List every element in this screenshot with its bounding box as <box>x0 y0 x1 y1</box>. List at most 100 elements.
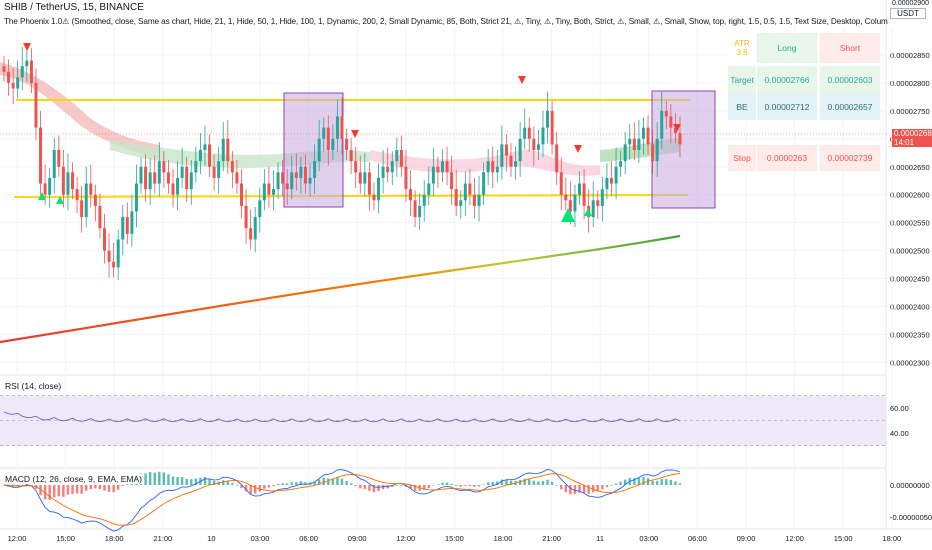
candle-body <box>409 189 413 201</box>
candle-body <box>294 172 298 178</box>
candle-body <box>486 161 490 173</box>
candle-body <box>390 161 394 173</box>
macd-histogram-bar <box>98 485 102 490</box>
candle-body <box>399 149 403 167</box>
candle-body <box>546 110 550 128</box>
macd-histogram-bar <box>601 485 604 490</box>
macd-histogram-bar <box>212 481 216 485</box>
candle-body <box>326 127 330 150</box>
be-short: 0.00002657 <box>820 94 880 120</box>
macd-histogram-bar <box>85 485 88 491</box>
macd-tick-label: -0.00000050 <box>890 513 932 522</box>
macd-histogram-bar <box>614 483 618 485</box>
macd-histogram-bar <box>377 485 380 492</box>
rsi-label[interactable]: RSI (14, close) <box>3 381 64 391</box>
time-tick-label: 15:00 <box>56 534 75 543</box>
time-tick-label: 18:00 <box>494 534 513 543</box>
candle-body <box>619 161 623 167</box>
macd-histogram-bar <box>39 485 42 496</box>
candle-body <box>673 127 677 134</box>
macd-histogram-bar <box>395 484 399 486</box>
time-tick-label: 11 <box>596 534 604 543</box>
candle-body <box>130 211 134 234</box>
candle-body <box>664 110 668 117</box>
candle-body <box>102 228 106 251</box>
macd-histogram-bar <box>623 479 627 485</box>
candle-body <box>582 183 586 206</box>
time-tick-label: 09:00 <box>348 534 367 543</box>
macd-histogram-bar <box>126 484 129 485</box>
candle-body <box>317 138 321 162</box>
rsi-tick-label: 40.00 <box>890 429 909 438</box>
macd-histogram-bar <box>454 485 458 486</box>
macd-histogram-bar <box>121 485 124 486</box>
candle-body <box>203 144 207 150</box>
buy-signal-marker <box>584 208 592 216</box>
candle-body <box>431 166 435 184</box>
candle-body <box>413 200 417 218</box>
current-price-tag: 0.00002685 14:01 <box>892 129 932 147</box>
macd-histogram-bar <box>103 485 106 491</box>
macd-histogram-bar <box>43 485 47 500</box>
candle-body <box>605 177 609 190</box>
candle-body <box>171 183 175 195</box>
macd-histogram-bar <box>459 485 462 487</box>
price-tick-label: 0.00002600 <box>890 191 930 200</box>
candle-body <box>491 161 495 173</box>
macd-histogram-bar <box>144 473 147 485</box>
candle-body <box>454 189 458 206</box>
candle-body <box>180 166 184 178</box>
macd-histogram-bar <box>57 485 61 497</box>
candle-body <box>162 161 166 173</box>
macd-histogram-bar <box>674 481 677 485</box>
macd-histogram-bar <box>655 480 659 485</box>
candle-body <box>331 138 335 150</box>
macd-histogram-bar <box>427 485 430 489</box>
macd-histogram-bar <box>299 481 303 485</box>
macd-histogram-bar <box>578 485 581 493</box>
candle-body <box>322 127 326 139</box>
macd-histogram-bar <box>158 471 161 485</box>
macd-histogram-bar <box>171 476 175 485</box>
macd-histogram-bar <box>190 479 193 485</box>
indicator-settings-line[interactable]: The Phoenix 1.0⚠ (Smoothed, close, Same … <box>4 17 888 26</box>
candle-body <box>518 138 522 162</box>
macd-label[interactable]: MACD (12, 26, close, 9, EMA, EMA) <box>3 474 144 484</box>
sell-signal-marker <box>23 43 31 51</box>
candle-body <box>20 66 24 78</box>
candle-body <box>39 127 43 184</box>
stop-long: 0.0000263 <box>757 145 817 171</box>
candle-body <box>381 166 385 178</box>
candle-body <box>345 138 349 150</box>
candle-body <box>157 161 161 184</box>
candle-body <box>153 172 157 184</box>
macd-histogram-bar <box>194 478 198 485</box>
candle-body <box>43 183 47 195</box>
time-tick-label: 03:00 <box>251 534 270 543</box>
candle-body <box>80 200 84 218</box>
macd-histogram-bar <box>450 483 453 485</box>
macd-histogram-bar <box>222 480 225 485</box>
candle-body <box>313 161 317 178</box>
candle-body <box>536 144 540 150</box>
time-tick-label: 09:00 <box>737 534 756 543</box>
macd-histogram-bar <box>505 479 508 485</box>
currency-badge[interactable]: USDT <box>890 8 926 19</box>
candle-body <box>614 166 618 184</box>
macd-histogram-bar <box>445 482 449 485</box>
macd-histogram-bar <box>605 485 609 487</box>
time-tick-label: 21:00 <box>542 534 561 543</box>
macd-histogram-bar <box>468 485 472 487</box>
sell-signal-marker <box>351 130 359 138</box>
macd-histogram-bar <box>94 485 97 489</box>
buy-signal-marker <box>56 196 64 204</box>
candle-body <box>226 138 230 162</box>
candle-body <box>669 116 673 128</box>
candle-body <box>253 217 257 240</box>
macd-histogram-bar <box>637 477 641 485</box>
candle-body <box>445 161 449 173</box>
candle-body <box>504 144 508 156</box>
price-top-label: 0.00002900 <box>892 0 929 7</box>
macd-histogram-bar <box>596 485 599 492</box>
